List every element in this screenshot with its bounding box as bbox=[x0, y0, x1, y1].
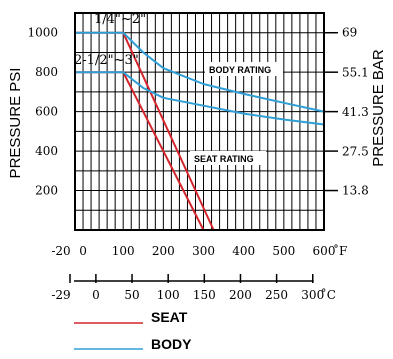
body-rating-label-background bbox=[205, 62, 283, 76]
x-tick-label-celsius: 250 bbox=[265, 288, 288, 302]
x-tick-label-celsius: 150 bbox=[193, 288, 216, 302]
x-tick-label-fahrenheit: 600 bbox=[313, 244, 336, 258]
x-tick-label-celsius: 300 bbox=[301, 288, 324, 302]
y-tick-label-psi: 1000 bbox=[27, 26, 58, 40]
x-tick-label-celsius: -29 bbox=[51, 288, 70, 302]
series-line-body bbox=[75, 31, 325, 113]
x-tick-label-fahrenheit: 0 bbox=[79, 244, 87, 258]
y-tick-label-bar: 13.8 bbox=[342, 184, 369, 198]
plot-frame bbox=[74, 12, 325, 231]
x-tick-label-celsius: 0 bbox=[92, 288, 100, 302]
legend: SEAT BODY bbox=[74, 309, 192, 352]
x-tick-label-celsius: 100 bbox=[157, 288, 180, 302]
y-tick-label-psi: 800 bbox=[35, 65, 58, 79]
y-tick-label-bar: 27.5 bbox=[342, 144, 369, 158]
y-axis-label-left: PRESSURE PSI bbox=[7, 68, 24, 179]
x-tick-label-fahrenheit: 300 bbox=[192, 244, 215, 258]
x-unit-label-celsius: ˚C bbox=[321, 287, 336, 302]
annotation-seat-rating: SEAT RATING bbox=[194, 154, 254, 164]
series-lines bbox=[75, 31, 325, 231]
series-line-body bbox=[75, 71, 325, 126]
legend-label-body: BODY bbox=[151, 336, 192, 352]
legend-label-seat: SEAT bbox=[151, 309, 188, 325]
y-tick-label-psi: 200 bbox=[35, 184, 58, 198]
x-tick-label-celsius: 50 bbox=[124, 288, 139, 302]
y-tick-label-bar: 69 bbox=[342, 26, 357, 40]
x-tick-label-fahrenheit: 400 bbox=[232, 244, 255, 258]
y-axis-label-right: PRESSURE BAR bbox=[370, 49, 387, 167]
annotation-size-small: 1/4"~2" bbox=[94, 12, 146, 27]
y-tick-label-psi: 400 bbox=[35, 144, 58, 158]
x-tick-label-fahrenheit: 500 bbox=[272, 244, 295, 258]
y-tick-label-bar: 55.1 bbox=[342, 65, 369, 79]
seat-rating-label-background bbox=[190, 151, 266, 165]
x-unit-label-fahrenheit: ˚F bbox=[333, 243, 347, 258]
x-tick-label-celsius: 200 bbox=[229, 288, 252, 302]
annotation-body-rating: BODY RATING bbox=[209, 65, 271, 75]
y-tick-label-psi: 600 bbox=[35, 105, 58, 119]
annotation-size-large: 2-1/2"~3" bbox=[74, 53, 139, 68]
x-tick-label-fahrenheit: 100 bbox=[112, 244, 135, 258]
x-tick-label-fahrenheit: 200 bbox=[152, 244, 175, 258]
x-tick-label-fahrenheit: -20 bbox=[51, 244, 70, 258]
y-tick-label-bar: 41.3 bbox=[342, 105, 369, 119]
